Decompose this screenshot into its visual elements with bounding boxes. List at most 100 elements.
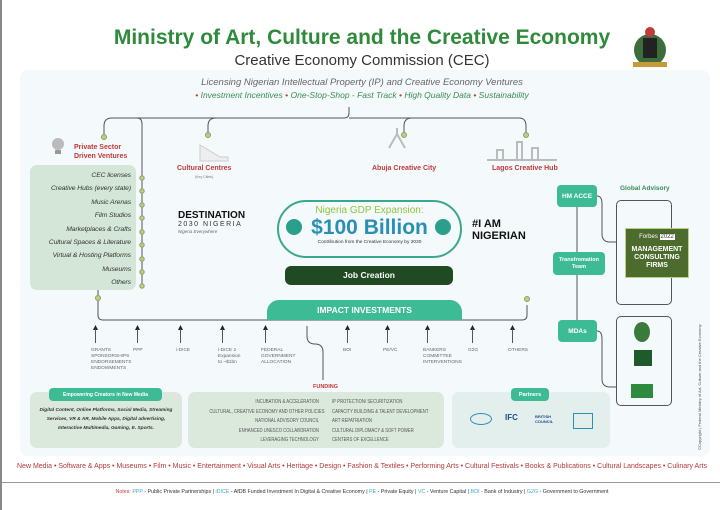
- ifc-logo: IFC: [505, 413, 518, 422]
- venture-item: Marketplaces & Crafts: [66, 225, 131, 233]
- venture-item: CEC licenses: [91, 172, 131, 179]
- funding-item: CAPACITY BUILDING & TALENT DEVELOPMENT: [332, 408, 429, 415]
- note-abbr: iDICE: [215, 489, 230, 495]
- venture-item: Others: [111, 279, 131, 287]
- pillar: Sustainability: [478, 90, 529, 100]
- partner-logo-icon: [470, 413, 492, 425]
- british-council-logo: BRITISH COUNCIL: [535, 414, 554, 424]
- page-subtitle: Creative Economy Commission (CEC): [234, 52, 490, 69]
- new-media-label: Empowering Creators in New Media: [49, 388, 162, 401]
- funding-source-label: G2G: [468, 348, 479, 353]
- note-abbr: PE: [369, 489, 377, 495]
- funding-item: ART REPATRIATION: [332, 418, 372, 424]
- funding-source-label: i-DICE 2 Expansion to ~$1bn: [218, 348, 241, 365]
- lightbulb-icon: [52, 138, 64, 154]
- pillars: • Investment Incentives • One-Stop-Shop …: [195, 90, 529, 100]
- venture-item: Cultural Spaces & Literature: [48, 238, 131, 246]
- funding-item: NATIONAL ADVISORY COUNCIL: [255, 418, 319, 424]
- note-text: - Venture Capital |: [425, 489, 471, 495]
- forbes-title: MANAGEMENT CONSULTING FIRMS: [631, 246, 683, 269]
- coat-of-arms-icon: [633, 27, 667, 67]
- funding-source-label: BOI: [343, 348, 352, 353]
- note-text: - Government to Government: [538, 489, 609, 495]
- agency-logo-icon: [631, 384, 653, 398]
- funding-panel: [188, 392, 444, 448]
- global-advisory-label: Global Advisory: [620, 185, 670, 192]
- forbes-text: Forbes: [639, 234, 658, 240]
- new-media-text: Digital Content, Online Platforms, Socia…: [39, 408, 173, 431]
- up-arrow-icon: [385, 325, 390, 343]
- up-arrow-icon: [135, 325, 140, 343]
- private-sector-label: Private Sector Driven Ventures: [74, 144, 128, 160]
- note-text: - Public Private Partnerships |: [142, 489, 216, 495]
- notes: Notes: PPP - Public Private Partnerships…: [2, 489, 720, 495]
- funding-item: CULTURAL DIPLOMACY & SOFT POWER: [332, 427, 414, 434]
- funding-item: LEVERAGING TECHNOLOGY: [260, 437, 319, 443]
- note-abbr: VC: [417, 489, 426, 495]
- mdas-logos-box: [616, 316, 672, 406]
- venture-item: Creative Hubs (every state): [50, 185, 131, 193]
- page-title: Ministry of Art, Culture and the Creativ…: [113, 26, 611, 49]
- up-arrow-icon: [263, 325, 268, 343]
- abuja-label: Abuja Creative City: [372, 165, 437, 172]
- funding-item: CENTERS OF EXCELLENCE: [332, 437, 389, 443]
- up-arrow-icon: [470, 325, 475, 343]
- impact-investments-banner: IMPACT INVESTMENTS: [267, 300, 462, 320]
- logo-text: Nigeria Everywhere: [178, 229, 218, 234]
- gdp-value: $100 Billion: [311, 216, 428, 239]
- funding-source-label: OTHERS: [508, 348, 528, 353]
- venture-item: Film Studios: [94, 212, 131, 220]
- gdp-heading: Nigeria GDP Expansion:: [315, 205, 424, 216]
- funding-left-list: INCUBATION & ACCELERATION CULTURAL, CREAT…: [190, 398, 325, 446]
- funding-right-list: IP PROTECTION/ SECURITIZATION CAPACITY BU…: [332, 398, 442, 446]
- note-text: - Private Equity |: [376, 489, 418, 495]
- forbes-badge: Forbes 2022 MANAGEMENT CONSULTING FIRMS: [625, 228, 689, 278]
- funding-source-label: GRANTS SPONSORSHIPS ENDORSEMENTS ENDOWME…: [91, 348, 132, 371]
- transformation-team-node: Transfromation Team: [553, 252, 605, 275]
- funding-label: FUNDING: [313, 384, 339, 390]
- up-arrow-icon: [425, 325, 430, 343]
- venture-item: Music Arenas: [91, 198, 131, 206]
- funding-item: CULTURAL, CREATIVE ECONOMY AND OTHER POL…: [209, 408, 325, 415]
- up-arrow-icon: [178, 325, 183, 343]
- lagos-label: Lagos Creative Hub: [492, 165, 558, 172]
- i-am-nigerian-logo: #I AM NIGERIAN: [472, 218, 526, 242]
- cultural-centres-label: Cultural Centres: [177, 165, 232, 172]
- note-text: - Bank of Industry |: [479, 489, 527, 495]
- notes-label: Notes:: [115, 489, 131, 495]
- venture-item: Virtual & Hosting Platforms: [52, 252, 132, 260]
- note-abbr: PPP: [132, 489, 143, 495]
- hm-acce-node: HM ACCE: [557, 185, 597, 207]
- chart-growth-icon: [435, 219, 451, 235]
- partners-label: Partners: [511, 388, 549, 401]
- pillar: High Quality Data: [404, 90, 471, 100]
- funding-source-label: PPP: [133, 348, 143, 353]
- up-arrow-icon: [93, 325, 98, 343]
- gdp-goal: Nigeria GDP Expansion: $100 Billion Cont…: [277, 200, 462, 258]
- copyright-text: ©Copyright | Federal Ministry of Art, Cu…: [697, 324, 702, 450]
- funding-source-label: i-DICE: [176, 348, 191, 353]
- funding-source-label: PE/VC: [383, 348, 398, 353]
- cultural-centres-sub: (Key Cities): [195, 175, 214, 179]
- logo-text: DESTINATION: [178, 210, 246, 221]
- ventures-list: CEC licenses Creative Hubs (every state) M…: [30, 165, 136, 290]
- funding-source-label: BANKERS COMMITTEE INTERVENTIONS: [423, 348, 462, 365]
- venture-item: Museums: [102, 265, 131, 273]
- pillar: Investment Incentives: [200, 90, 283, 100]
- up-arrow-icon: [510, 325, 515, 343]
- sectors-list: New Media • Software & Apps • Museums • …: [17, 463, 707, 470]
- nigeria-crest-icon: [634, 322, 650, 342]
- up-arrow-icon: [345, 325, 350, 343]
- funding-item: IP PROTECTION/ SECURITIZATION: [332, 399, 403, 405]
- destination-2030-logo: DESTINATION 2030 NIGERIA Nigeria Everywh…: [178, 210, 245, 235]
- note-text: - AfDB Funded Investment In Digital & Cr…: [229, 489, 370, 495]
- funding-source-label: FEDERAL GOVERNMENT ALLOCATION: [261, 348, 296, 365]
- job-creation-banner: Job Creation: [285, 266, 453, 285]
- forbes-year: 2022: [659, 234, 675, 240]
- up-arrow-icon: [220, 325, 225, 343]
- unesco-logo-icon: [573, 413, 593, 429]
- new-media-panel: [30, 392, 182, 448]
- funding-item: INCUBATION & ACCELERATION: [255, 399, 319, 405]
- funding-item: ENHANCED UNESCO COLLABORATION: [238, 427, 319, 434]
